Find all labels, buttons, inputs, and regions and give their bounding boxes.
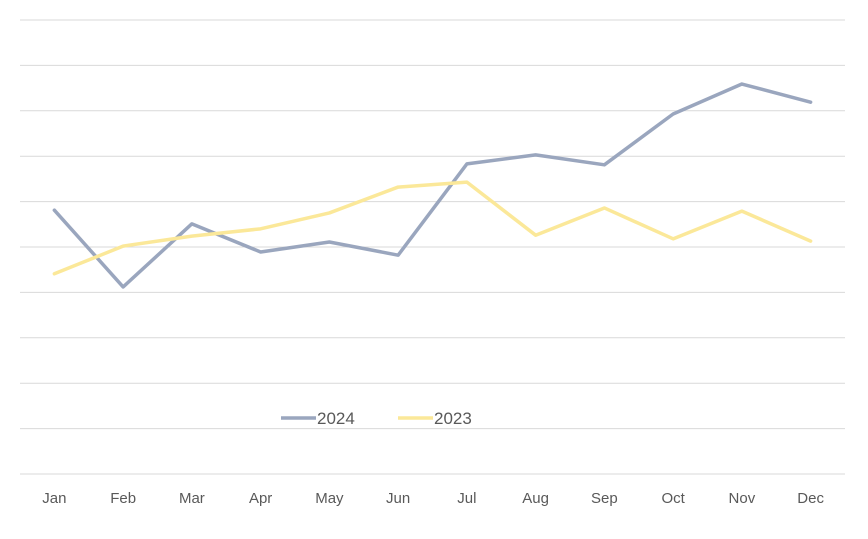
legend-item: 2023	[398, 409, 472, 428]
x-tick-label: Apr	[249, 490, 272, 507]
legend-label: 2023	[434, 409, 472, 428]
series-line-2024	[52, 82, 813, 289]
legend-item: 2024	[281, 409, 355, 428]
x-tick-label: Dec	[797, 490, 824, 507]
legend: 2024 2023	[281, 409, 472, 428]
x-tick-label: Mar	[179, 490, 205, 507]
x-tick-label: Oct	[661, 490, 685, 507]
gridlines	[20, 19, 845, 475]
x-axis-tick-labels: Jan Feb Mar Apr May Jun Jul Aug Sep Oct Nov Dec	[42, 490, 824, 507]
series-lines	[52, 82, 813, 289]
x-tick-label: Nov	[729, 490, 756, 507]
x-tick-label: May	[315, 490, 344, 507]
series-line-2023	[52, 180, 813, 276]
x-tick-label: Jul	[457, 490, 476, 507]
x-tick-label: Aug	[522, 490, 549, 507]
x-tick-label: Jan	[42, 490, 66, 507]
legend-label: 2024	[317, 409, 355, 428]
x-tick-label: Sep	[591, 490, 618, 507]
x-tick-label: Jun	[386, 490, 410, 507]
x-tick-label: Feb	[110, 490, 136, 507]
